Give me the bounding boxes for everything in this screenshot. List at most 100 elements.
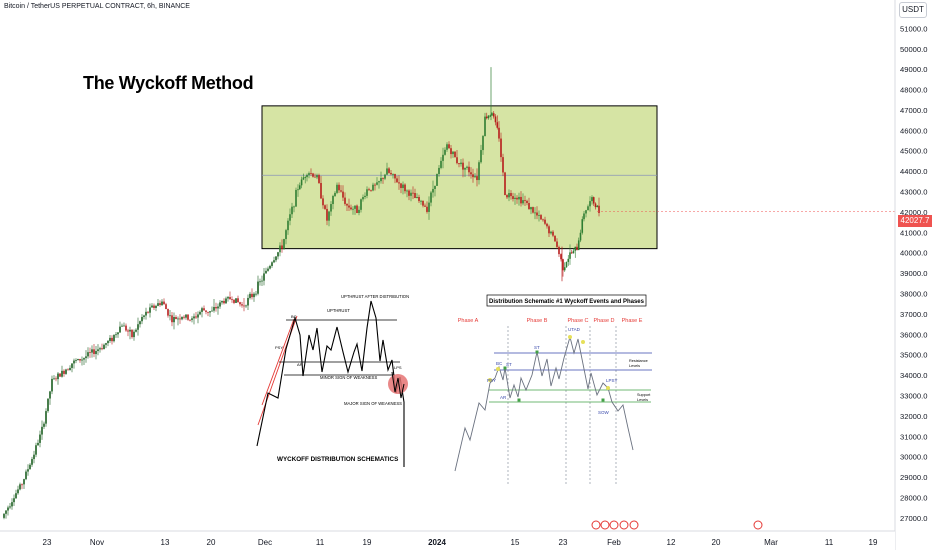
candle-body [514,197,516,199]
right-bc-label: BC [496,361,503,366]
candle-body [468,166,470,173]
candle-body [480,150,482,163]
candle-body [512,196,514,199]
candle-body [476,176,478,181]
candle-body [41,426,43,435]
chart-main-title: The Wyckoff Method [83,73,254,93]
event-dot [606,386,610,390]
left-bc-label: BC [291,314,297,319]
candle-body [183,316,185,318]
phase-label: Phase B [527,318,548,324]
price-tick-label: 27000.0 [900,514,927,523]
price-tick-label: 32000.0 [900,412,927,421]
time-tick-label: 19 [869,538,878,547]
candle-body [117,332,119,335]
candle-body [330,204,332,212]
candle-body [209,311,211,313]
candle-body [289,214,291,221]
candle-body [53,378,55,380]
event-dot [568,335,572,339]
candle-body [362,197,364,200]
right-st2-label: ST [534,345,540,350]
candle-body [502,157,504,173]
price-tick-label: 28000.0 [900,493,927,502]
candle-body [324,205,326,209]
candle-body [293,206,295,208]
event-marker-icon [609,520,619,530]
candle-body [79,358,81,361]
candle-body [111,337,113,342]
candle-body [179,318,181,320]
candle-body [137,324,139,330]
candle-body [444,149,446,155]
candle-body [107,340,109,344]
candle-body [109,337,111,341]
candle-body [500,138,502,158]
candle-body [73,360,75,364]
candle-body [338,184,340,191]
candle-body [430,192,432,203]
candle-body [201,308,203,312]
candle-body [267,268,269,271]
right-lpsy-label: LPSY [606,378,618,383]
candle-body [83,358,85,360]
candle-body [153,305,155,308]
candle-body [215,306,217,309]
candle-body [93,349,95,355]
last-price-tag: 42027.7 [898,215,932,227]
price-tick-label: 37000.0 [900,310,927,319]
candle-body [287,220,289,231]
currency-badge[interactable]: USDT [899,2,927,18]
candle-body [404,184,406,192]
candle-body [466,166,468,168]
upthrust-label: UPTHRUST [327,308,350,313]
candle-body [548,226,550,234]
candle-body [113,334,115,342]
candle-body [440,160,442,168]
candle-body [506,195,508,198]
candle-body [326,208,328,221]
candle-body [33,454,35,460]
candle-body [253,293,255,298]
candle-body [442,154,444,161]
candle-body [418,197,420,202]
time-tick-label: 11 [316,538,325,547]
candle-body [261,280,263,282]
candle-body [43,423,45,427]
candle-body [522,200,524,204]
candle-body [211,310,213,312]
candle-body [386,168,388,175]
price-tick-label: 44000.0 [900,167,927,176]
candle-body [526,200,528,204]
candle-body [89,352,91,353]
candle-body [334,192,336,196]
candle-body [57,373,59,380]
price-tick-label: 33000.0 [900,392,927,401]
candle-body [17,489,19,494]
candle-body [394,173,396,179]
candle-body [217,306,219,309]
major-sow-label: MAJOR SIGN OF WEAKNESS [344,401,402,406]
candle-body [77,358,79,361]
candle-body [550,231,552,234]
symbol-title: Bitcoin / TetherUS PERPETUAL CONTRACT, 6… [4,3,190,10]
candle-body [229,297,231,300]
candle-body [494,116,497,123]
right-st-label: ST [506,362,512,367]
candle-body [173,317,175,323]
candle-body [275,256,277,261]
candle-body [304,177,306,178]
price-tick-label: 31000.0 [900,432,927,441]
candle-body [458,163,460,165]
candle-body [31,459,33,465]
candle-body [484,116,486,137]
candle-body [227,297,229,299]
candle-body [27,469,29,472]
candle-body [239,302,241,305]
events-path [454,335,634,472]
candle-body [141,316,143,322]
candle-body [380,177,382,182]
candle-body [563,267,566,271]
candle-body [392,173,394,175]
